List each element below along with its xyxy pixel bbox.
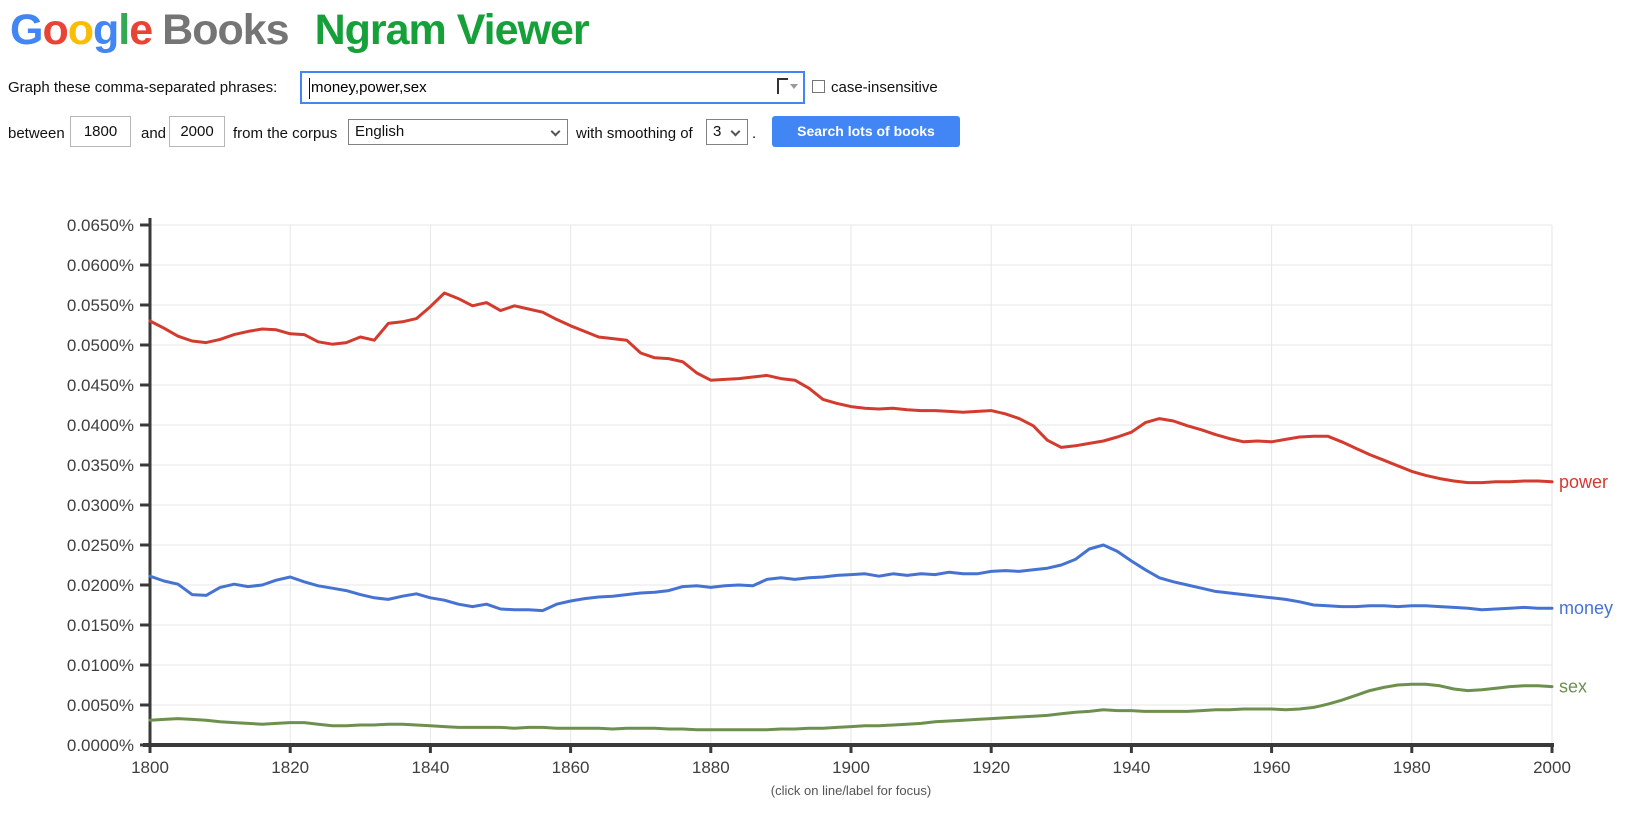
phrase-input[interactable]: money,power,sex xyxy=(300,71,805,104)
y-tick-label: 0.0400% xyxy=(67,416,134,435)
corpus-label: from the corpus xyxy=(233,125,338,142)
and-label: and xyxy=(141,125,167,142)
x-tick-label: 1920 xyxy=(972,758,1010,777)
x-tick-label: 1840 xyxy=(411,758,449,777)
google-logo-letter: o xyxy=(42,6,68,54)
ngram-chart[interactable]: 0.0000% 0.0050% 0.0100% 0.0150% 0.0200% 0.025… xyxy=(0,200,1629,780)
case-insensitive-checkbox[interactable] xyxy=(812,80,825,93)
y-tick-label: 0.0600% xyxy=(67,256,134,275)
y-tick-label: 0.0450% xyxy=(67,376,134,395)
x-tick-label: 1980 xyxy=(1393,758,1431,777)
phrase-label: Graph these comma-separated phrases: xyxy=(8,79,278,96)
case-insensitive-label[interactable]: case-insensitive xyxy=(831,79,938,96)
sentence-period: . xyxy=(752,125,757,142)
search-button[interactable]: Search lots of books xyxy=(772,116,960,147)
x-tick-label: 1880 xyxy=(692,758,730,777)
books-logo-text: Books xyxy=(162,6,289,54)
x-tick-label: 1900 xyxy=(832,758,870,777)
x-tick-label: 2000 xyxy=(1533,758,1571,777)
chevron-down-icon xyxy=(550,126,561,137)
page-title: Ngram Viewer xyxy=(314,6,590,54)
y-tick-label: 0.0350% xyxy=(67,456,134,475)
phrase-dropdown-toggle[interactable] xyxy=(777,76,799,101)
y-tick-label: 0.0250% xyxy=(67,536,134,555)
y-tick-label: 0.0300% xyxy=(67,496,134,515)
google-logo: Google xyxy=(10,0,153,60)
x-tick-label: 1800 xyxy=(131,758,169,777)
smoothing-select[interactable]: 3 xyxy=(706,119,748,145)
y-tick-label: 0.0000% xyxy=(67,736,134,755)
google-logo-letter: o xyxy=(67,6,94,54)
year-to-input[interactable]: 2000 xyxy=(169,116,225,147)
x-tick-label: 1860 xyxy=(552,758,590,777)
x-tick-label: 1820 xyxy=(271,758,309,777)
year-from-input[interactable]: 1800 xyxy=(70,116,131,147)
google-logo-letter: g xyxy=(93,6,119,54)
series-label-sex[interactable]: sex xyxy=(1559,677,1587,697)
google-logo-letter: l xyxy=(118,6,130,54)
corpus-selected-value: English xyxy=(355,123,405,140)
y-tick-label: 0.0200% xyxy=(67,576,134,595)
series-line-money[interactable] xyxy=(148,543,1554,613)
x-tick-label: 1960 xyxy=(1253,758,1291,777)
y-tick-label: 0.0100% xyxy=(67,656,134,675)
y-tick-label: 0.0150% xyxy=(67,616,134,635)
header-logo[interactable]: Google Books Ngram Viewer xyxy=(10,0,590,60)
between-label: between xyxy=(8,125,65,142)
corpus-select[interactable]: English xyxy=(348,119,568,145)
google-logo-letter: G xyxy=(10,6,43,54)
series-label-power[interactable]: power xyxy=(1559,472,1608,492)
y-tick-label: 0.0650% xyxy=(67,216,134,235)
dropdown-corner-icon xyxy=(777,78,788,94)
google-logo-letter: e xyxy=(129,6,153,54)
series-label-money[interactable]: money xyxy=(1559,598,1613,618)
text-caret xyxy=(309,78,310,99)
chevron-down-icon xyxy=(730,126,741,137)
smoothing-label: with smoothing of xyxy=(576,125,693,142)
chart-footnote: (click on line/label for focus) xyxy=(770,783,932,798)
series-line-power[interactable] xyxy=(148,291,1554,485)
y-tick-label: 0.0500% xyxy=(67,336,134,355)
series-line-sex[interactable] xyxy=(148,682,1554,732)
phrase-value: money,power,sex xyxy=(311,79,427,96)
x-tick-label: 1940 xyxy=(1112,758,1150,777)
y-tick-label: 0.0550% xyxy=(67,296,134,315)
chevron-down-icon xyxy=(790,84,798,89)
smoothing-selected-value: 3 xyxy=(713,123,722,140)
y-tick-label: 0.0050% xyxy=(67,696,134,715)
